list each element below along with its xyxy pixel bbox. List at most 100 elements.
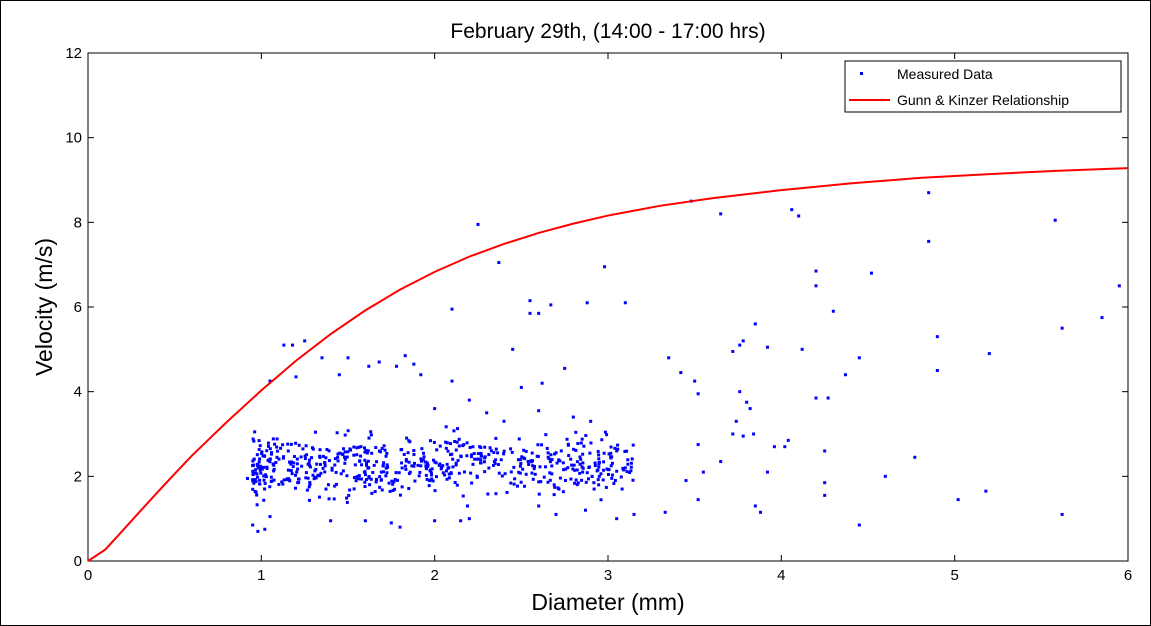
data-point [546,480,550,484]
data-point [413,479,417,483]
data-point [251,459,255,463]
x-axis-label: Diameter (mm) [531,589,684,615]
data-point [623,449,627,453]
legend: Measured Data Gunn & Kinzer Relationship [844,60,1122,113]
data-point [496,463,500,467]
data-point [772,445,776,449]
data-point [323,464,327,468]
data-point [395,364,399,368]
data-point [563,479,567,483]
data-point [843,373,847,377]
data-point [410,464,414,468]
data-point [556,486,560,490]
data-point [616,443,620,447]
data-point [800,347,804,351]
data-point [385,471,389,475]
data-point [503,472,507,476]
data-point [540,443,544,447]
data-point [596,468,600,472]
data-point [554,512,558,516]
data-point [526,460,530,464]
data-point [363,458,367,462]
data-point [419,373,423,377]
data-point [252,481,256,485]
data-point [308,458,312,462]
data-point [251,478,255,482]
data-point [573,481,577,485]
data-point [422,451,425,455]
data-point [336,452,340,456]
data-point [352,445,356,449]
data-point [548,478,552,482]
x-tick-label: 1 [257,567,265,584]
data-point [609,456,613,460]
data-point [734,419,738,423]
data-point [869,271,873,275]
data-point [472,452,476,456]
data-point [826,396,830,400]
data-point [612,481,616,485]
data-point [519,480,523,484]
data-point [505,490,509,494]
data-point [288,460,291,464]
data-point [386,465,390,469]
data-point [359,454,363,458]
data-point [272,478,276,482]
data-point [935,369,939,372]
data-point [263,487,267,491]
data-point [587,465,591,469]
data-point [600,438,604,442]
data-point [597,457,601,461]
data-point [588,451,592,455]
data-point [424,473,428,477]
data-point [286,449,290,453]
data-point [731,349,735,353]
data-point [738,390,742,394]
data-point [483,470,487,474]
data-point [383,448,387,452]
data-point [303,454,307,458]
data-point [380,488,384,492]
data-point [628,471,632,474]
data-point [254,480,258,484]
data-point [307,485,311,489]
data-point [626,462,630,466]
data-point [277,482,281,486]
data-point [719,460,723,464]
data-point [759,510,763,514]
data-point [479,451,483,455]
data-point [313,475,317,479]
data-point [609,464,613,468]
data-point [566,466,570,470]
data-point [448,442,452,446]
data-point [384,474,388,478]
data-point [303,457,307,461]
data-point [479,458,483,462]
data-point [593,461,597,465]
data-point [494,492,498,496]
data-point [396,478,400,482]
data-point [255,493,259,497]
data-point [341,447,345,451]
data-point [289,468,293,472]
data-point [516,458,520,462]
data-point [352,453,356,457]
data-point [285,478,289,482]
data-point [570,463,574,467]
data-point [510,450,514,454]
data-point [296,467,300,471]
data-point [599,498,603,502]
data-point [431,479,435,483]
data-point [397,471,401,475]
data-point [262,478,266,482]
data-point [263,527,267,531]
data-point [253,430,257,434]
data-point [609,451,613,455]
data-point [823,481,827,485]
data-point [320,356,324,360]
data-point [487,453,491,457]
data-point [814,284,818,288]
data-point [398,493,402,497]
data-point [348,488,352,492]
data-point [268,447,272,451]
